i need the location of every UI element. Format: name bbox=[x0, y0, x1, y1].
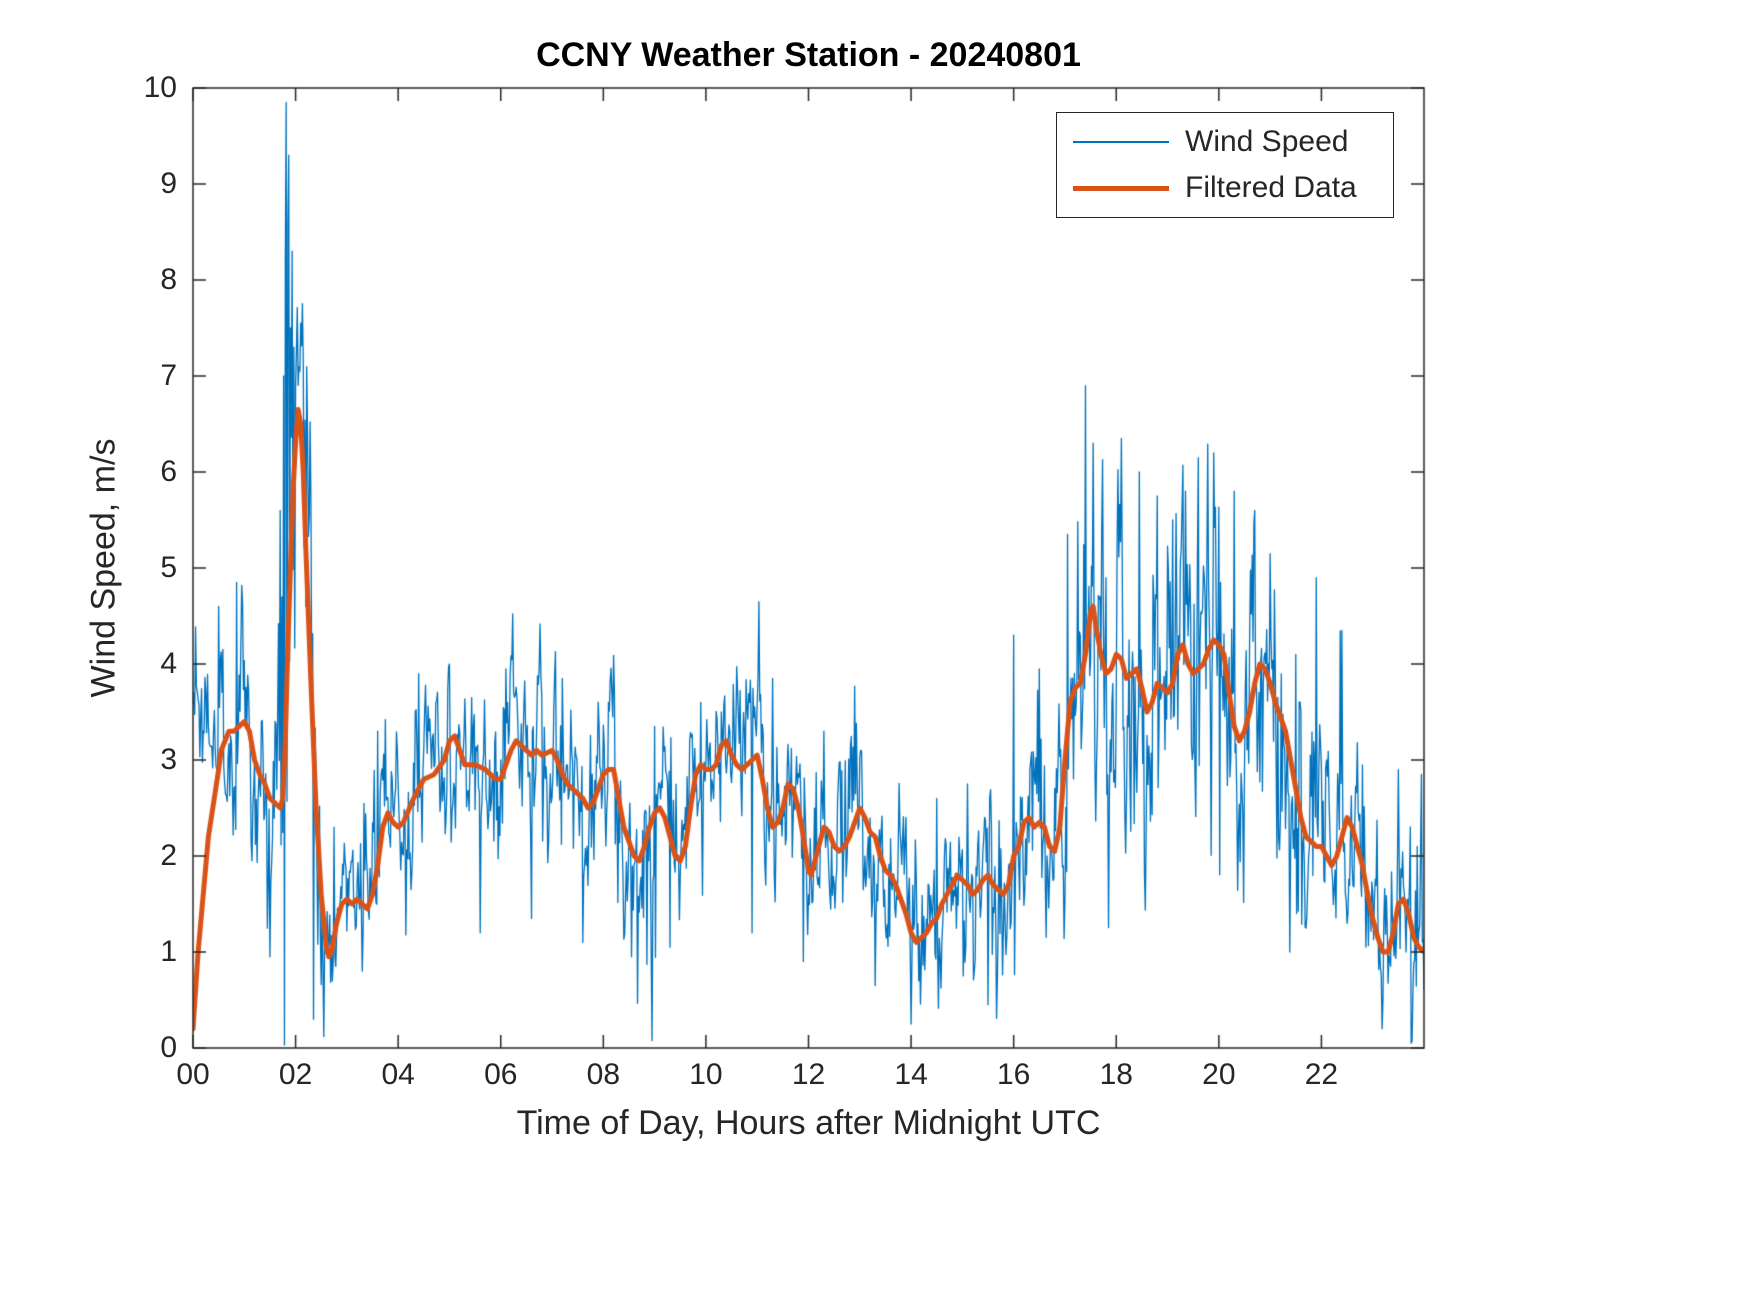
filtered-data-line-swatch bbox=[1073, 185, 1169, 191]
wind-speed-line-swatch bbox=[1073, 141, 1169, 143]
y-tick-label: 0 bbox=[160, 1031, 177, 1064]
legend-item-filtered-data: Filtered Data bbox=[1057, 171, 1393, 205]
y-axis-label: Wind Speed, m/s bbox=[84, 438, 123, 698]
y-tick-label: 1 bbox=[160, 935, 177, 968]
y-tick-label: 3 bbox=[160, 743, 177, 776]
y-tick-label: 7 bbox=[160, 359, 177, 392]
y-tick-label: 10 bbox=[143, 71, 177, 104]
x-tick-label: 18 bbox=[1099, 1058, 1133, 1091]
x-tick-label: 08 bbox=[586, 1058, 621, 1091]
legend[interactable]: Wind Speed Filtered Data bbox=[1056, 112, 1394, 218]
y-tick-label: 6 bbox=[160, 455, 177, 488]
legend-label-wind-speed: Wind Speed bbox=[1185, 125, 1349, 158]
x-tick-label: 04 bbox=[381, 1058, 415, 1091]
x-tick-label: 02 bbox=[278, 1058, 313, 1091]
chart-title: CCNY Weather Station - 20240801 bbox=[536, 36, 1081, 74]
x-tick-label: 06 bbox=[484, 1058, 518, 1091]
y-tick-label: 4 bbox=[160, 647, 177, 680]
x-tick-label: 12 bbox=[791, 1058, 826, 1091]
y-tick-label: 2 bbox=[160, 839, 177, 872]
x-tick-label: 20 bbox=[1202, 1058, 1236, 1091]
legend-label-filtered-data: Filtered Data bbox=[1185, 171, 1357, 204]
x-tick-label: 22 bbox=[1304, 1058, 1339, 1091]
x-tick-label: 16 bbox=[996, 1058, 1031, 1091]
x-tick-label: 10 bbox=[689, 1058, 723, 1091]
x-tick-label: 00 bbox=[176, 1058, 210, 1091]
y-tick-label: 5 bbox=[160, 551, 177, 584]
y-tick-label: 9 bbox=[160, 167, 177, 200]
x-tick-label: 14 bbox=[894, 1058, 928, 1091]
legend-item-wind-speed: Wind Speed bbox=[1057, 125, 1393, 159]
x-axis-label: Time of Day, Hours after Midnight UTC bbox=[516, 1104, 1101, 1142]
y-tick-label: 8 bbox=[160, 263, 177, 296]
